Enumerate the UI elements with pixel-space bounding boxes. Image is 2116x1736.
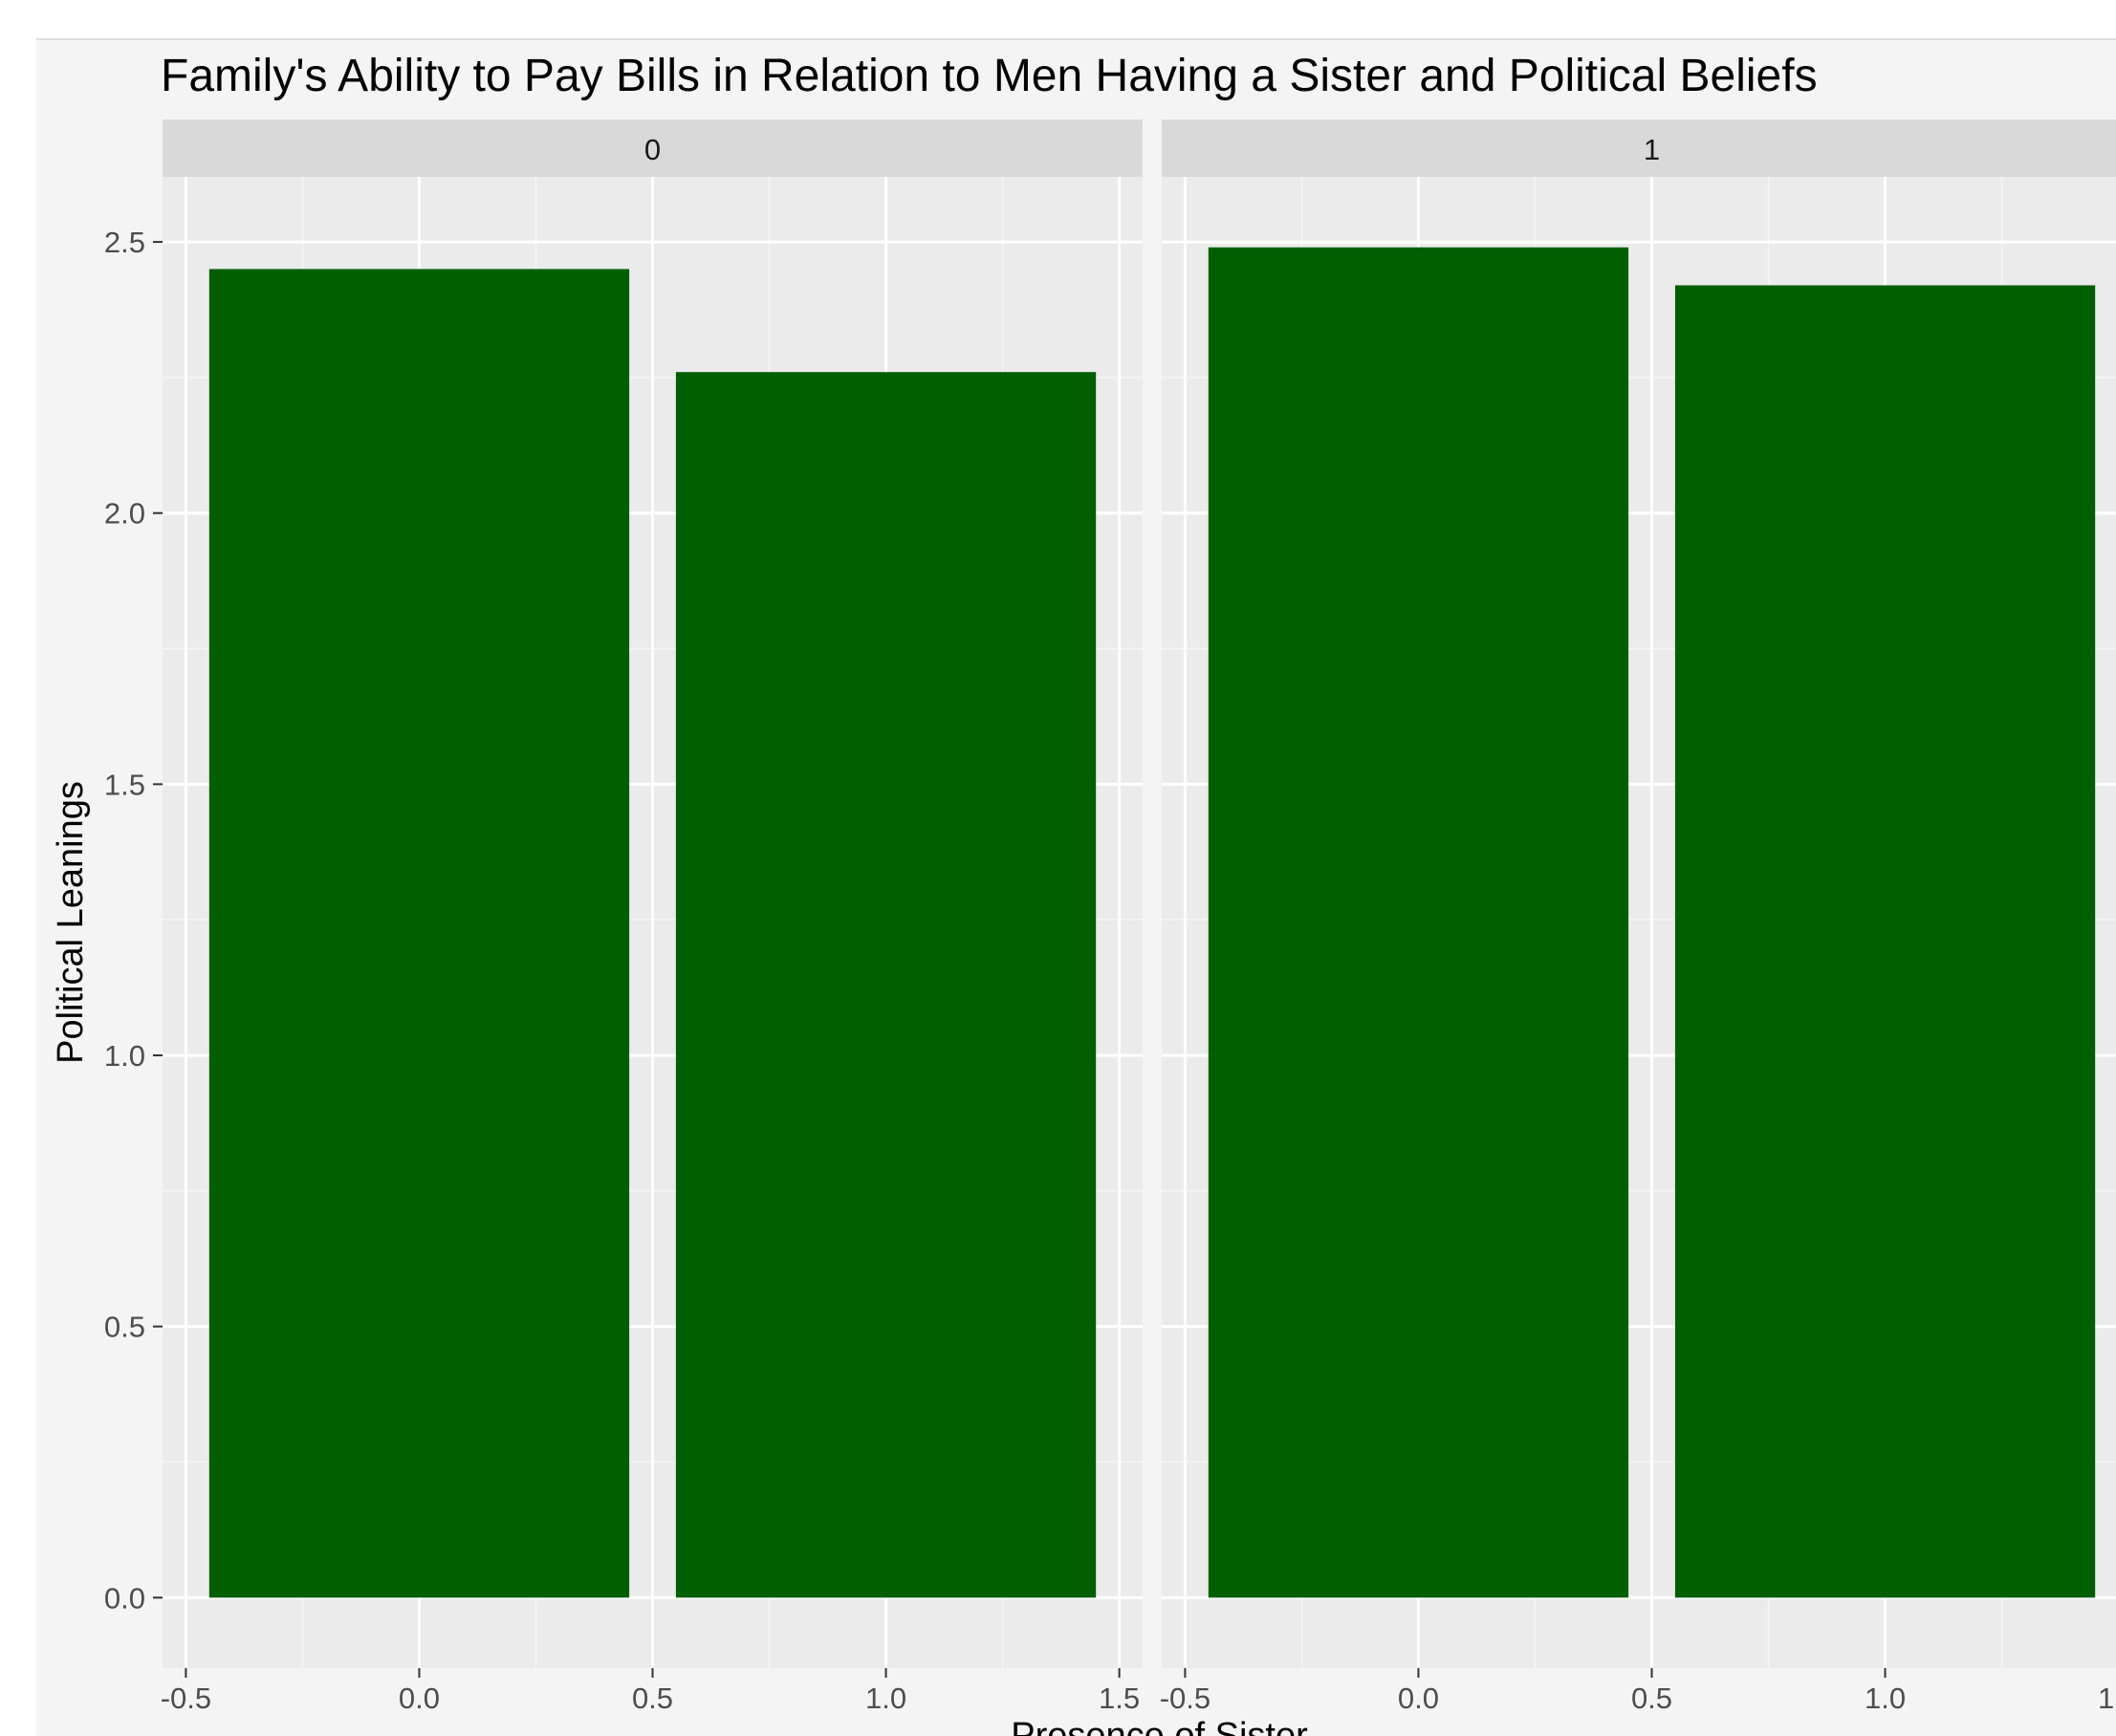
facet-strip — [1162, 119, 2116, 177]
x-tick-label: 1.0 — [1865, 1682, 1906, 1715]
x-tick-label: 0.0 — [1398, 1682, 1439, 1715]
x-tick-label: 0.0 — [399, 1682, 440, 1715]
y-tick-label: 0.0 — [104, 1581, 145, 1615]
bar — [675, 372, 1097, 1598]
bar — [1674, 285, 2096, 1598]
facet-strip-label: 1 — [1644, 133, 1660, 166]
y-tick-label: 1.5 — [104, 768, 145, 801]
y-axis-title: Political Leanings — [51, 781, 91, 1064]
facet-strip — [163, 119, 1143, 177]
x-tick-label: -0.5 — [1160, 1682, 1211, 1715]
x-axis-title: Presence of Sister — [1011, 1716, 1308, 1736]
x-tick-label: 1.5 — [2098, 1682, 2116, 1715]
x-tick-label: 1.5 — [1099, 1682, 1140, 1715]
y-tick-label: 2.0 — [104, 497, 145, 531]
x-tick-label: -0.5 — [161, 1682, 211, 1715]
facet-strip-label: 0 — [644, 133, 661, 166]
y-tick-label: 0.5 — [104, 1311, 145, 1344]
y-tick-label: 1.0 — [104, 1039, 145, 1073]
x-tick-label: 0.5 — [632, 1682, 673, 1715]
x-tick-label: 0.5 — [1631, 1682, 1672, 1715]
x-tick-label: 1.0 — [865, 1682, 906, 1715]
chart-title: Family's Ability to Pay Bills in Relatio… — [161, 51, 1818, 101]
bar — [208, 269, 630, 1598]
bar — [1208, 247, 1629, 1598]
y-tick-label: 2.5 — [104, 226, 145, 259]
